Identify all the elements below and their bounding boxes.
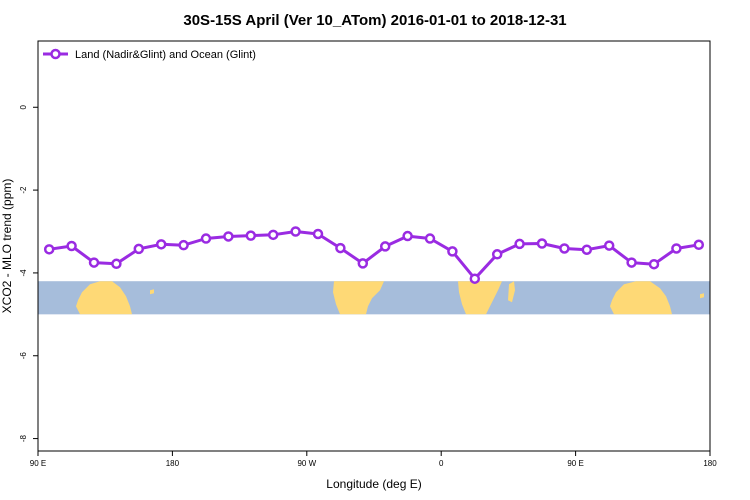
data-point bbox=[43, 244, 55, 255]
x-tick-label: 90 E bbox=[30, 459, 46, 468]
data-point bbox=[245, 230, 257, 241]
data-point bbox=[402, 230, 413, 242]
x-axis-label: Longitude (deg E) bbox=[326, 477, 421, 491]
y-axis: 0 -2 -4 -6 -8 bbox=[19, 104, 38, 442]
land-islet-2 bbox=[700, 293, 704, 299]
y-tick-label: -2 bbox=[19, 186, 28, 194]
data-point bbox=[559, 243, 570, 254]
data-point bbox=[267, 229, 279, 241]
data-point bbox=[447, 246, 458, 257]
data-point bbox=[66, 240, 77, 252]
land-madagascar bbox=[508, 281, 515, 303]
x-tick-label: 180 bbox=[166, 459, 180, 468]
y-tick-label: 0 bbox=[19, 104, 28, 109]
data-point bbox=[693, 239, 705, 251]
land-australia bbox=[76, 281, 132, 315]
data-point bbox=[223, 231, 234, 242]
data-point bbox=[514, 238, 525, 250]
land-south-africa bbox=[458, 281, 502, 315]
data-point bbox=[357, 258, 369, 269]
x-tick-label: 90 W bbox=[297, 459, 316, 468]
land-islet-1 bbox=[150, 289, 154, 295]
plot-area-border bbox=[37, 40, 711, 452]
data-point bbox=[626, 257, 637, 268]
y-tick-label: -8 bbox=[19, 434, 28, 442]
data-point bbox=[111, 258, 122, 270]
legend-label: Land (Nadir&Glint) and Ocean (Glint) bbox=[75, 49, 256, 61]
data-point bbox=[312, 228, 324, 240]
series-line bbox=[48, 230, 700, 281]
x-axis: 90 E 180 90 W 0 90 E 180 bbox=[30, 451, 717, 468]
data-point bbox=[648, 258, 660, 270]
data-point bbox=[335, 242, 346, 254]
y-axis-label: XCO2 - MLO trend (ppm) bbox=[0, 179, 14, 314]
chart-title: 30S-15S April (Ver 10_ATom) 2016-01-01 t… bbox=[183, 12, 566, 29]
data-point bbox=[424, 233, 436, 244]
data-point bbox=[133, 243, 145, 255]
x-tick-label: 0 bbox=[439, 459, 444, 468]
data-point bbox=[155, 239, 167, 250]
data-point bbox=[178, 239, 189, 251]
y-tick-label: -6 bbox=[19, 352, 28, 360]
land-ocean-map-band bbox=[38, 281, 710, 315]
land-australia-east bbox=[610, 281, 672, 315]
y-tick-label: -4 bbox=[19, 269, 28, 277]
data-point bbox=[491, 249, 503, 260]
data-point bbox=[603, 240, 615, 251]
data-point bbox=[88, 257, 100, 268]
x-tick-label: 180 bbox=[703, 459, 717, 468]
x-tick-label: 90 E bbox=[567, 459, 583, 468]
legend-marker-swatch bbox=[50, 48, 61, 60]
data-point bbox=[469, 273, 481, 284]
series-layer bbox=[43, 226, 705, 284]
data-point bbox=[671, 243, 682, 254]
legend: Land (Nadir&Glint) and Ocean (Glint) bbox=[43, 48, 256, 61]
data-point bbox=[290, 226, 301, 237]
land-south-america bbox=[333, 281, 384, 315]
data-point bbox=[200, 233, 212, 244]
data-point bbox=[536, 238, 548, 249]
data-point bbox=[581, 244, 593, 255]
data-point bbox=[379, 241, 391, 252]
